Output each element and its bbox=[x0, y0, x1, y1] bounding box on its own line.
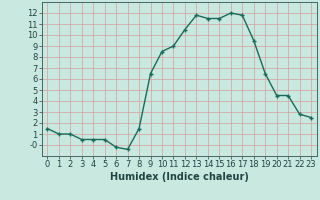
X-axis label: Humidex (Indice chaleur): Humidex (Indice chaleur) bbox=[110, 172, 249, 182]
